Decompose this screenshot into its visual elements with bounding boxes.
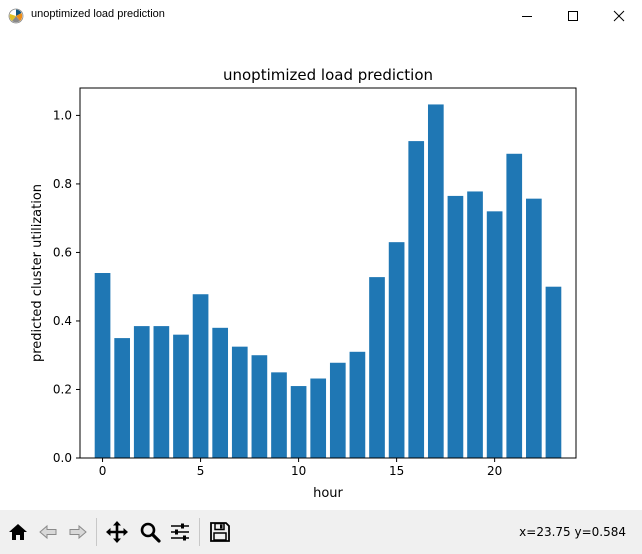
y-tick-label: 0.6 [53, 245, 72, 259]
bar-hour-11 [310, 378, 327, 458]
bar-hour-9 [271, 372, 287, 458]
bar-hour-21 [506, 153, 523, 458]
bar-hour-8 [251, 355, 268, 458]
bar-hour-18 [447, 195, 464, 458]
figure-canvas[interactable]: unoptimized load prediction 0 5 10 15 20 0.0… [0, 31, 642, 510]
x-tick-label: 20 [487, 464, 502, 478]
configure-subplots-button[interactable] [167, 518, 193, 546]
bar-hour-1 [114, 338, 130, 458]
cursor-coordinates: x=23.75 y=0.584 [519, 525, 626, 539]
window-title: unoptimized load prediction [31, 8, 165, 20]
bar-hour-4 [173, 334, 189, 458]
home-icon [9, 524, 27, 540]
bar-hour-19 [467, 191, 483, 459]
close-icon [613, 10, 625, 21]
close-button[interactable] [596, 0, 642, 31]
toolbar-separator [96, 518, 97, 546]
bar-hour-17 [427, 104, 444, 458]
zoom-icon [140, 522, 161, 543]
bar-hour-12 [329, 362, 346, 458]
pan-button[interactable] [104, 518, 130, 546]
y-tick-label: 0.0 [53, 451, 72, 465]
bar-hour-15 [388, 242, 405, 458]
minimize-icon [522, 15, 532, 17]
bar-hour-0 [94, 273, 111, 458]
forward-button[interactable] [65, 518, 91, 546]
toolbar-separator [199, 518, 200, 546]
y-ticks: 0.0 0.2 0.4 0.6 0.8 1.0 [53, 108, 80, 465]
configure-subplots-icon [171, 523, 189, 541]
title-bar: unoptimized load prediction [0, 0, 642, 32]
axes-frame [79, 87, 577, 459]
chart-title: unoptimized load prediction [223, 66, 433, 84]
x-tick-label: 0 [99, 464, 107, 478]
y-tick-label: 0.2 [53, 382, 72, 396]
x-tick-label: 5 [197, 464, 205, 478]
bars-group [94, 104, 562, 459]
matplotlib-icon [8, 8, 24, 24]
bar-hour-2 [133, 326, 150, 458]
bar-hour-16 [408, 141, 425, 458]
pan-icon [106, 521, 128, 543]
bar-chart: unoptimized load prediction 0 5 10 15 20 0.0… [30, 66, 577, 501]
back-button[interactable] [35, 518, 61, 546]
x-tick-label: 10 [291, 464, 306, 478]
save-button[interactable] [207, 518, 233, 546]
home-button[interactable] [5, 518, 31, 546]
minimize-button[interactable] [504, 0, 550, 31]
bar-hour-3 [153, 326, 170, 458]
y-tick-label: 0.8 [53, 177, 72, 191]
maximize-button[interactable] [550, 0, 596, 31]
bar-hour-23 [545, 286, 562, 458]
bar-hour-14 [369, 277, 385, 458]
y-tick-label: 0.4 [53, 314, 72, 328]
bar-hour-7 [231, 346, 248, 458]
bar-hour-22 [526, 198, 542, 458]
maximize-icon [568, 10, 578, 21]
navigation-toolbar: x=23.75 y=0.584 [0, 510, 642, 554]
y-tick-label: 1.0 [53, 108, 72, 122]
zoom-button[interactable] [137, 518, 163, 546]
forward-icon [69, 524, 87, 540]
x-ticks: 0 5 10 15 20 [99, 458, 502, 478]
y-axis-label: predicted cluster utilization [30, 184, 45, 362]
bar-hour-13 [349, 351, 366, 458]
bar-hour-10 [290, 386, 307, 458]
bar-hour-6 [212, 327, 229, 458]
x-axis-label: hour [313, 486, 343, 501]
save-icon [210, 522, 230, 542]
bar-hour-5 [192, 294, 209, 458]
bar-hour-20 [486, 211, 503, 458]
x-tick-label: 15 [389, 464, 404, 478]
back-icon [39, 524, 57, 540]
